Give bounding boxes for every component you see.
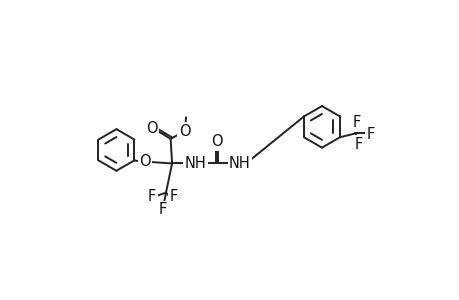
- Text: NH: NH: [229, 156, 250, 171]
- Text: F: F: [148, 189, 156, 204]
- Text: F: F: [169, 189, 178, 204]
- Text: O: O: [139, 154, 151, 169]
- Text: O: O: [211, 134, 222, 149]
- Text: F: F: [366, 127, 374, 142]
- Text: O: O: [178, 124, 190, 139]
- Text: NH: NH: [184, 156, 206, 171]
- Text: O: O: [146, 121, 157, 136]
- Text: F: F: [354, 137, 363, 152]
- Text: F: F: [352, 115, 360, 130]
- Text: F: F: [158, 202, 167, 217]
